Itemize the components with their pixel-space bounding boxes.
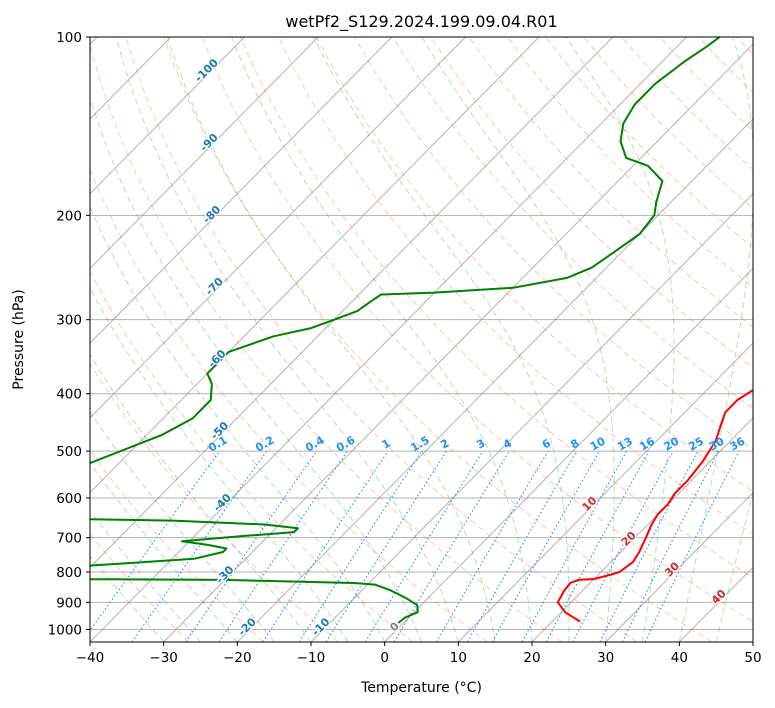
moist-adiabat-line (565, 37, 675, 642)
dry-adiabat-line (90, 270, 414, 642)
background-lines (90, 37, 753, 642)
isotherm-line (90, 37, 245, 195)
moist-adiabat-line (678, 37, 753, 642)
mixing-ratio-line (621, 450, 719, 642)
y-tick-label: 400 (56, 387, 82, 403)
chart-title: wetPf2_S129.2024.199.09.04.R01 (285, 12, 557, 32)
moist-adiabat-line (90, 410, 275, 642)
dry-adiabat-line (90, 362, 339, 642)
moist-adiabat-line (421, 37, 615, 642)
mixing-ratio-line (393, 450, 510, 642)
axis-ticks: −40 −30 −20 −10 0 10 20 30 40 50 100 200 300 400 500 60… (48, 30, 762, 666)
isotherm-line (90, 37, 466, 419)
mixing-ratio-line (298, 450, 423, 642)
mixing-ratio-line (325, 450, 448, 642)
moist-adiabat-line (90, 287, 349, 642)
mixing-ratio-line (131, 450, 268, 642)
isotherm-line (90, 37, 614, 568)
mixing-ratio-line (364, 450, 484, 642)
y-tick-label: 900 (56, 595, 82, 611)
mixing-ratio-line (218, 450, 348, 642)
isotherm-line (457, 342, 753, 642)
x-tick-label: 10 (450, 650, 467, 666)
moist-adiabat-line (231, 37, 533, 642)
isotherm-line (236, 118, 753, 642)
dry-adiabat-line (201, 37, 753, 623)
x-tick-label: −40 (76, 650, 105, 666)
x-tick-label: 30 (597, 650, 614, 666)
y-tick-label: 600 (56, 491, 82, 507)
isotherm-line (90, 37, 319, 270)
x-tick-label: 50 (744, 650, 761, 666)
mixing-ratio-line (185, 450, 318, 642)
y-tick-label: 500 (56, 444, 82, 460)
x-tick-label: −30 (149, 650, 178, 666)
moist-adiabat-line (313, 37, 570, 642)
dry-adiabat-line (430, 37, 753, 368)
y-tick-label: 1000 (48, 622, 82, 638)
isotherm-line (605, 491, 753, 642)
dry-adiabat-line (506, 37, 753, 288)
mixing-ratio-line (491, 450, 600, 642)
dewpoint-profile (90, 37, 721, 624)
dry-adiabat-line (468, 37, 753, 328)
dry-adiabat-line (90, 43, 563, 642)
moist-adiabat-line (115, 37, 459, 642)
y-tick-label: 100 (56, 30, 82, 46)
y-tick-label: 800 (56, 565, 82, 581)
dry-adiabat-line (90, 449, 264, 642)
dry-adiabat-line (125, 37, 638, 642)
y-tick-label: 300 (56, 313, 82, 329)
moist-adiabat-line (90, 510, 201, 642)
x-tick-label: 0 (380, 650, 389, 666)
moist-adiabat-line (90, 205, 386, 642)
x-tick-label: 40 (671, 650, 688, 666)
isotherm-line (90, 37, 540, 494)
x-tick-label: −10 (297, 650, 326, 666)
mixing-ratio-line (262, 450, 389, 642)
mixing-ratio-line (644, 450, 740, 642)
isotherm-line (531, 417, 753, 642)
dry-adiabat-line (392, 37, 753, 409)
dry-adiabat-line (239, 37, 753, 579)
moist-adiabat-line (90, 95, 422, 642)
y-tick-label: 700 (56, 531, 82, 547)
sounding-profiles (90, 37, 753, 624)
dry-adiabat-line (163, 37, 712, 642)
moist-adiabat-line (167, 37, 496, 642)
isotherm-line (310, 193, 753, 642)
x-tick-label: −20 (223, 650, 252, 666)
moist-adiabat-line (90, 462, 238, 642)
isotherm-line (90, 37, 393, 344)
moist-adiabat-line (715, 490, 753, 642)
mixing-ratio-line (545, 450, 650, 642)
y-axis-label: Pressure (hPa) (11, 289, 27, 389)
dry-adiabat-line (90, 168, 488, 642)
isotherm-line (163, 43, 753, 642)
mixing-ratio-line (90, 450, 221, 632)
dry-adiabat-line (316, 37, 753, 493)
mixing-ratio-line (521, 450, 628, 642)
plot-frame (89, 36, 754, 643)
temperature-profile (556, 388, 753, 623)
dry-adiabat-line (277, 37, 753, 535)
moist-adiabat-line (90, 353, 312, 642)
isotherm-line (384, 267, 753, 642)
x-tick-label: 20 (523, 650, 540, 666)
y-tick-label: 200 (56, 208, 82, 224)
x-axis-label: Temperature (°C) (360, 680, 482, 696)
